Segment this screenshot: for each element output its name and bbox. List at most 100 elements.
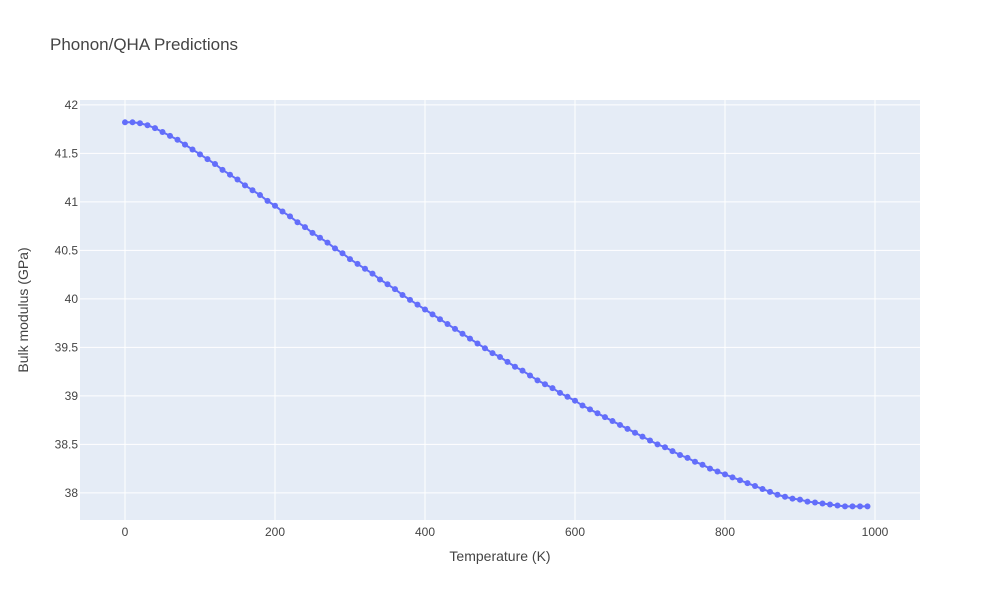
- data-point[interactable]: [632, 429, 638, 436]
- data-point[interactable]: [399, 291, 406, 298]
- data-point[interactable]: [197, 151, 203, 158]
- data-point[interactable]: [377, 276, 383, 283]
- data-point[interactable]: [572, 397, 578, 404]
- data-point[interactable]: [474, 340, 481, 347]
- data-point[interactable]: [534, 377, 541, 384]
- data-point[interactable]: [774, 491, 781, 498]
- data-point[interactable]: [122, 119, 128, 126]
- data-point[interactable]: [797, 496, 803, 503]
- data-point[interactable]: [452, 325, 458, 332]
- data-point[interactable]: [827, 501, 833, 508]
- data-point[interactable]: [819, 500, 826, 507]
- data-point[interactable]: [624, 425, 631, 432]
- data-point[interactable]: [849, 503, 856, 510]
- data-point[interactable]: [429, 311, 436, 318]
- data-point[interactable]: [512, 363, 518, 370]
- data-point[interactable]: [257, 192, 263, 199]
- data-point[interactable]: [527, 372, 533, 379]
- data-point[interactable]: [857, 503, 863, 510]
- data-point[interactable]: [309, 229, 316, 236]
- data-point[interactable]: [692, 458, 698, 465]
- data-point[interactable]: [317, 234, 323, 241]
- data-point[interactable]: [287, 213, 293, 220]
- data-point[interactable]: [182, 141, 188, 148]
- data-point[interactable]: [384, 281, 391, 288]
- data-point[interactable]: [617, 421, 623, 428]
- data-point[interactable]: [759, 485, 766, 492]
- data-point[interactable]: [504, 358, 511, 365]
- data-point[interactable]: [227, 171, 233, 178]
- data-point[interactable]: [804, 498, 811, 505]
- data-point[interactable]: [152, 125, 158, 132]
- data-point[interactable]: [669, 448, 676, 455]
- data-point[interactable]: [129, 119, 136, 126]
- data-point[interactable]: [137, 120, 143, 127]
- data-point[interactable]: [444, 321, 451, 328]
- data-point[interactable]: [294, 219, 301, 226]
- data-point[interactable]: [789, 495, 796, 502]
- data-point[interactable]: [579, 402, 586, 409]
- data-point[interactable]: [677, 452, 683, 459]
- data-point[interactable]: [272, 202, 278, 209]
- data-point[interactable]: [557, 389, 563, 396]
- data-point[interactable]: [459, 330, 466, 337]
- data-point[interactable]: [407, 296, 413, 303]
- data-point[interactable]: [189, 146, 196, 153]
- data-point[interactable]: [249, 187, 256, 194]
- data-point[interactable]: [392, 286, 398, 293]
- data-point[interactable]: [737, 477, 743, 484]
- data-point[interactable]: [242, 182, 248, 189]
- data-point[interactable]: [834, 502, 841, 509]
- data-point[interactable]: [654, 441, 661, 448]
- data-point[interactable]: [324, 239, 331, 246]
- data-point[interactable]: [144, 122, 151, 129]
- data-point[interactable]: [354, 260, 361, 267]
- data-point[interactable]: [722, 471, 728, 478]
- data-point[interactable]: [279, 208, 286, 215]
- data-point[interactable]: [752, 483, 758, 490]
- data-point[interactable]: [369, 270, 376, 277]
- data-point[interactable]: [332, 245, 338, 252]
- data-point[interactable]: [167, 132, 173, 139]
- data-point[interactable]: [729, 474, 736, 481]
- data-point[interactable]: [662, 444, 668, 451]
- data-point[interactable]: [437, 316, 443, 323]
- data-point[interactable]: [264, 197, 271, 204]
- data-point[interactable]: [467, 335, 473, 342]
- data-point[interactable]: [744, 480, 751, 487]
- data-point[interactable]: [159, 129, 166, 136]
- data-point[interactable]: [564, 393, 571, 400]
- data-point[interactable]: [204, 156, 211, 163]
- data-point[interactable]: [212, 161, 218, 168]
- data-point[interactable]: [587, 406, 593, 413]
- data-point[interactable]: [639, 433, 646, 440]
- data-point[interactable]: [542, 381, 548, 388]
- data-point[interactable]: [414, 301, 421, 308]
- data-point[interactable]: [767, 488, 773, 495]
- data-point[interactable]: [219, 166, 226, 173]
- data-point[interactable]: [647, 437, 653, 444]
- data-point[interactable]: [609, 418, 616, 425]
- data-point[interactable]: [489, 350, 496, 357]
- data-point[interactable]: [549, 385, 556, 392]
- data-point[interactable]: [482, 345, 488, 352]
- data-point[interactable]: [812, 499, 818, 506]
- data-point[interactable]: [707, 465, 713, 472]
- data-point[interactable]: [684, 454, 691, 461]
- data-point[interactable]: [497, 354, 503, 361]
- data-point[interactable]: [782, 493, 788, 500]
- data-point[interactable]: [699, 461, 706, 468]
- data-point[interactable]: [714, 468, 721, 475]
- data-point[interactable]: [347, 256, 353, 263]
- data-point[interactable]: [362, 265, 368, 272]
- data-point[interactable]: [234, 176, 241, 183]
- data-point[interactable]: [864, 503, 871, 510]
- data-point[interactable]: [339, 250, 346, 257]
- data-point[interactable]: [519, 367, 526, 374]
- data-point[interactable]: [422, 306, 428, 313]
- data-point[interactable]: [174, 136, 181, 143]
- data-point[interactable]: [602, 414, 608, 421]
- data-point[interactable]: [302, 224, 308, 231]
- data-point[interactable]: [594, 410, 601, 417]
- data-point[interactable]: [842, 503, 848, 510]
